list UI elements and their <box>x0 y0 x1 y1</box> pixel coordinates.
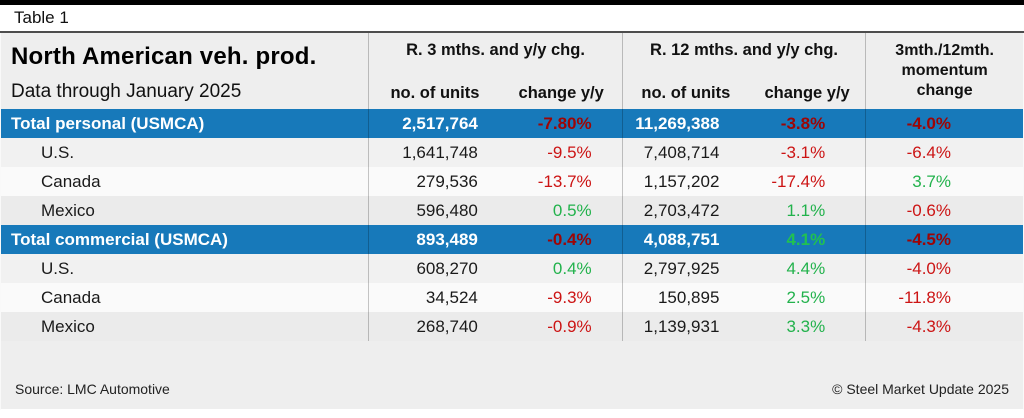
cell-3m-change: -0.4% <box>547 229 592 249</box>
row-label: Canada <box>41 287 101 307</box>
total-row: Total personal (USMCA) 2,517,764 -7.80% 11,… <box>1 109 1023 138</box>
cell-12m-units: 11,269,388 <box>621 109 750 138</box>
copyright-note: © Steel Market Update 2025 <box>832 381 1009 397</box>
column-group-momentum: 3mth./12mth. momentum change <box>865 33 1023 109</box>
cell-12m-change: -17.4% <box>771 171 826 191</box>
cell-12m-units: 1,157,202 <box>621 167 750 196</box>
column-group-3m-label: R. 3 mths. and y/y chg. <box>406 41 585 59</box>
top-border-bar <box>0 0 1024 5</box>
row-label: U.S. <box>41 258 75 278</box>
source-note: Source: LMC Automotive <box>15 381 170 397</box>
table-panel: North American veh. prod. Data through J… <box>0 33 1024 410</box>
row-label: Total commercial (USMCA) <box>11 229 228 249</box>
column-group-12-months: R. 12 mths. and y/y chg. no. of units ch… <box>621 33 866 109</box>
cell-momentum-change: 3.7% <box>865 167 1023 196</box>
table-subtitle: Data through January 2025 <box>11 81 242 102</box>
column-header-3m-change: change y/y <box>518 84 604 102</box>
cell-3m-change: -0.9% <box>547 316 592 336</box>
column-header-3m-units: no. of units <box>390 84 480 102</box>
cell-3m-change: -9.3% <box>547 287 592 307</box>
cell-3m-units: 279,536 <box>368 167 500 196</box>
cell-3m-units: 608,270 <box>368 254 500 283</box>
cell-3m-change: 0.5% <box>552 200 592 220</box>
cell-12m-change: 4.4% <box>786 258 826 278</box>
cell-12m-change: 1.1% <box>786 200 826 220</box>
cell-3m-change: 0.4% <box>552 258 592 278</box>
cell-3m-units: 893,489 <box>368 225 500 254</box>
column-group-3-months: R. 3 mths. and y/y chg. no. of units cha… <box>368 33 622 109</box>
cell-12m-change: -3.8% <box>780 113 826 133</box>
table-header: North American veh. prod. Data through J… <box>1 33 1023 109</box>
column-header-12m-change: change y/y <box>764 84 850 102</box>
cell-momentum-change: -4.5% <box>865 225 1023 254</box>
table-title: North American veh. prod. <box>11 43 317 70</box>
cell-12m-change: -3.1% <box>780 142 826 162</box>
cell-12m-change: 3.3% <box>786 316 826 336</box>
cell-3m-units: 34,524 <box>368 283 500 312</box>
cell-12m-units: 4,088,751 <box>621 225 750 254</box>
region-row: U.S. 1,641,748 -9.5% 7,408,714 -3.1% -6.4% <box>1 138 1023 167</box>
table-footer: Source: LMC Automotive © Steel Market Up… <box>1 379 1023 399</box>
row-label: Total personal (USMCA) <box>11 113 205 133</box>
cell-12m-change: 4.1% <box>786 229 826 249</box>
cell-3m-units: 2,517,764 <box>368 109 500 138</box>
cell-12m-units: 2,703,472 <box>621 196 750 225</box>
cell-3m-units: 268,740 <box>368 312 500 341</box>
cell-momentum-change: -4.0% <box>865 109 1023 138</box>
column-header-12m-units: no. of units <box>641 84 731 102</box>
region-row: Mexico 268,740 -0.9% 1,139,931 3.3% -4.3% <box>1 312 1023 341</box>
row-label: U.S. <box>41 142 75 162</box>
cell-momentum-change: -4.0% <box>865 254 1023 283</box>
cell-3m-units: 596,480 <box>368 196 500 225</box>
cell-momentum-change: -4.3% <box>865 312 1023 341</box>
cell-momentum-change: -11.8% <box>865 283 1023 312</box>
cell-3m-change: -7.80% <box>537 113 592 133</box>
cell-momentum-change: -6.4% <box>865 138 1023 167</box>
cell-12m-units: 7,408,714 <box>621 138 750 167</box>
cell-12m-units: 2,797,925 <box>621 254 750 283</box>
column-header-momentum: 3mth./12mth. momentum change <box>895 42 994 99</box>
table-body: Total personal (USMCA) 2,517,764 -7.80% 11,… <box>1 109 1023 341</box>
region-row: Canada 34,524 -9.3% 150,895 2.5% -11.8% <box>1 283 1023 312</box>
region-row: Canada 279,536 -13.7% 1,157,202 -17.4% 3.7% <box>1 167 1023 196</box>
cell-12m-change: 2.5% <box>786 287 826 307</box>
cell-12m-units: 1,139,931 <box>621 312 750 341</box>
table-label-band: Table 1 <box>0 5 1024 33</box>
cell-12m-units: 150,895 <box>621 283 750 312</box>
row-label: Mexico <box>41 200 95 220</box>
cell-3m-change: -9.5% <box>547 142 592 162</box>
region-row: U.S. 608,270 0.4% 2,797,925 4.4% -4.0% <box>1 254 1023 283</box>
header-title-block: North American veh. prod. Data through J… <box>1 33 368 109</box>
total-row: Total commercial (USMCA) 893,489 -0.4% 4,08… <box>1 225 1023 254</box>
cell-momentum-change: -0.6% <box>865 196 1023 225</box>
cell-3m-units: 1,641,748 <box>368 138 500 167</box>
cell-3m-change: -13.7% <box>537 171 592 191</box>
region-row: Mexico 596,480 0.5% 2,703,472 1.1% -0.6% <box>1 196 1023 225</box>
column-group-12m-label: R. 12 mths. and y/y chg. <box>650 41 839 59</box>
row-label: Mexico <box>41 316 95 336</box>
row-label: Canada <box>41 171 101 191</box>
table-number-label: Table 1 <box>14 8 69 27</box>
